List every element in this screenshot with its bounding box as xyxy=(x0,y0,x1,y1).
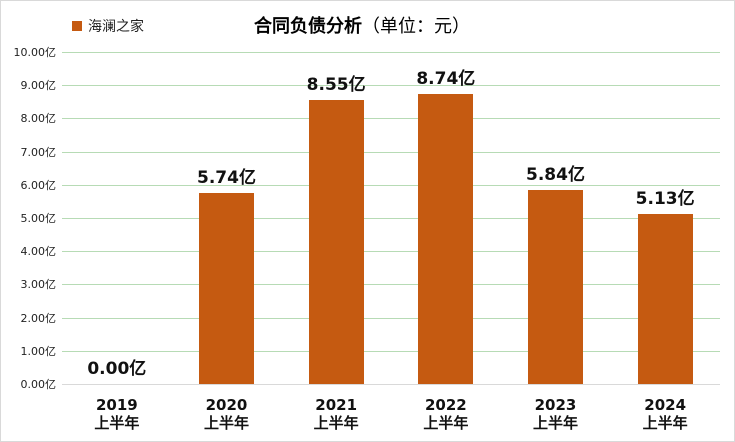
data-label-2020: 5.74亿 xyxy=(197,168,256,189)
data-label-2023: 5.84亿 xyxy=(526,165,585,186)
y-tick-label: 3.00亿 xyxy=(20,278,57,292)
gridline xyxy=(62,350,720,352)
y-tick-label: 0.00亿 xyxy=(20,378,57,391)
chart-title-unit: （单位：元） xyxy=(362,16,470,37)
y-tick-label: 7.00亿 xyxy=(20,145,57,159)
gridline xyxy=(62,284,720,286)
y-tick-label: 5.00亿 xyxy=(20,212,57,225)
x-tick-label: 2024 上半年 xyxy=(642,396,688,432)
gridline xyxy=(62,251,720,253)
data-label-2021: 8.55亿 xyxy=(306,75,366,96)
y-tick-label: 1.00亿 xyxy=(20,344,57,358)
chart-title: 合同负债分析（单位：元） xyxy=(254,12,470,38)
legend-swatch-icon xyxy=(72,21,82,31)
gridline xyxy=(62,85,720,87)
data-label-2019: 0.00亿 xyxy=(87,359,147,379)
y-tick-label: 4.00亿 xyxy=(20,245,57,259)
x-tick-label: 2019 上半年 xyxy=(94,396,140,432)
bar-2022 xyxy=(418,93,474,384)
gridline xyxy=(62,52,720,53)
gridline xyxy=(62,317,720,319)
chart-legend: 海澜之家 xyxy=(72,16,144,36)
data-label-2024: 5.13亿 xyxy=(635,188,695,209)
y-tick-label: 10.00亿 xyxy=(13,46,57,59)
y-tick-label: 8.00亿 xyxy=(20,112,57,126)
x-tick-label: 2021 上半年 xyxy=(313,396,359,432)
bar-2020 xyxy=(199,193,254,384)
bar-2021 xyxy=(308,100,364,384)
x-tick-label: 2023 上半年 xyxy=(532,396,578,432)
x-axis-line xyxy=(62,384,720,385)
y-tick-label: 9.00亿 xyxy=(20,79,57,93)
bar-2023 xyxy=(528,190,583,384)
chart-title-main: 合同负债分析 xyxy=(254,16,362,37)
gridline xyxy=(62,151,720,153)
y-tick-label: 6.00亿 xyxy=(20,178,57,192)
x-tick-label: 2022 上半年 xyxy=(423,396,469,432)
gridline xyxy=(62,118,720,120)
gridline xyxy=(62,184,720,186)
data-label-2022: 8.74亿 xyxy=(416,68,476,89)
plot-area xyxy=(62,52,720,385)
legend-label: 海澜之家 xyxy=(88,19,144,35)
y-tick-label: 2.00亿 xyxy=(20,311,57,325)
gridline xyxy=(62,218,720,219)
x-tick-label: 2020 上半年 xyxy=(203,396,249,432)
bar-2024 xyxy=(637,213,693,384)
